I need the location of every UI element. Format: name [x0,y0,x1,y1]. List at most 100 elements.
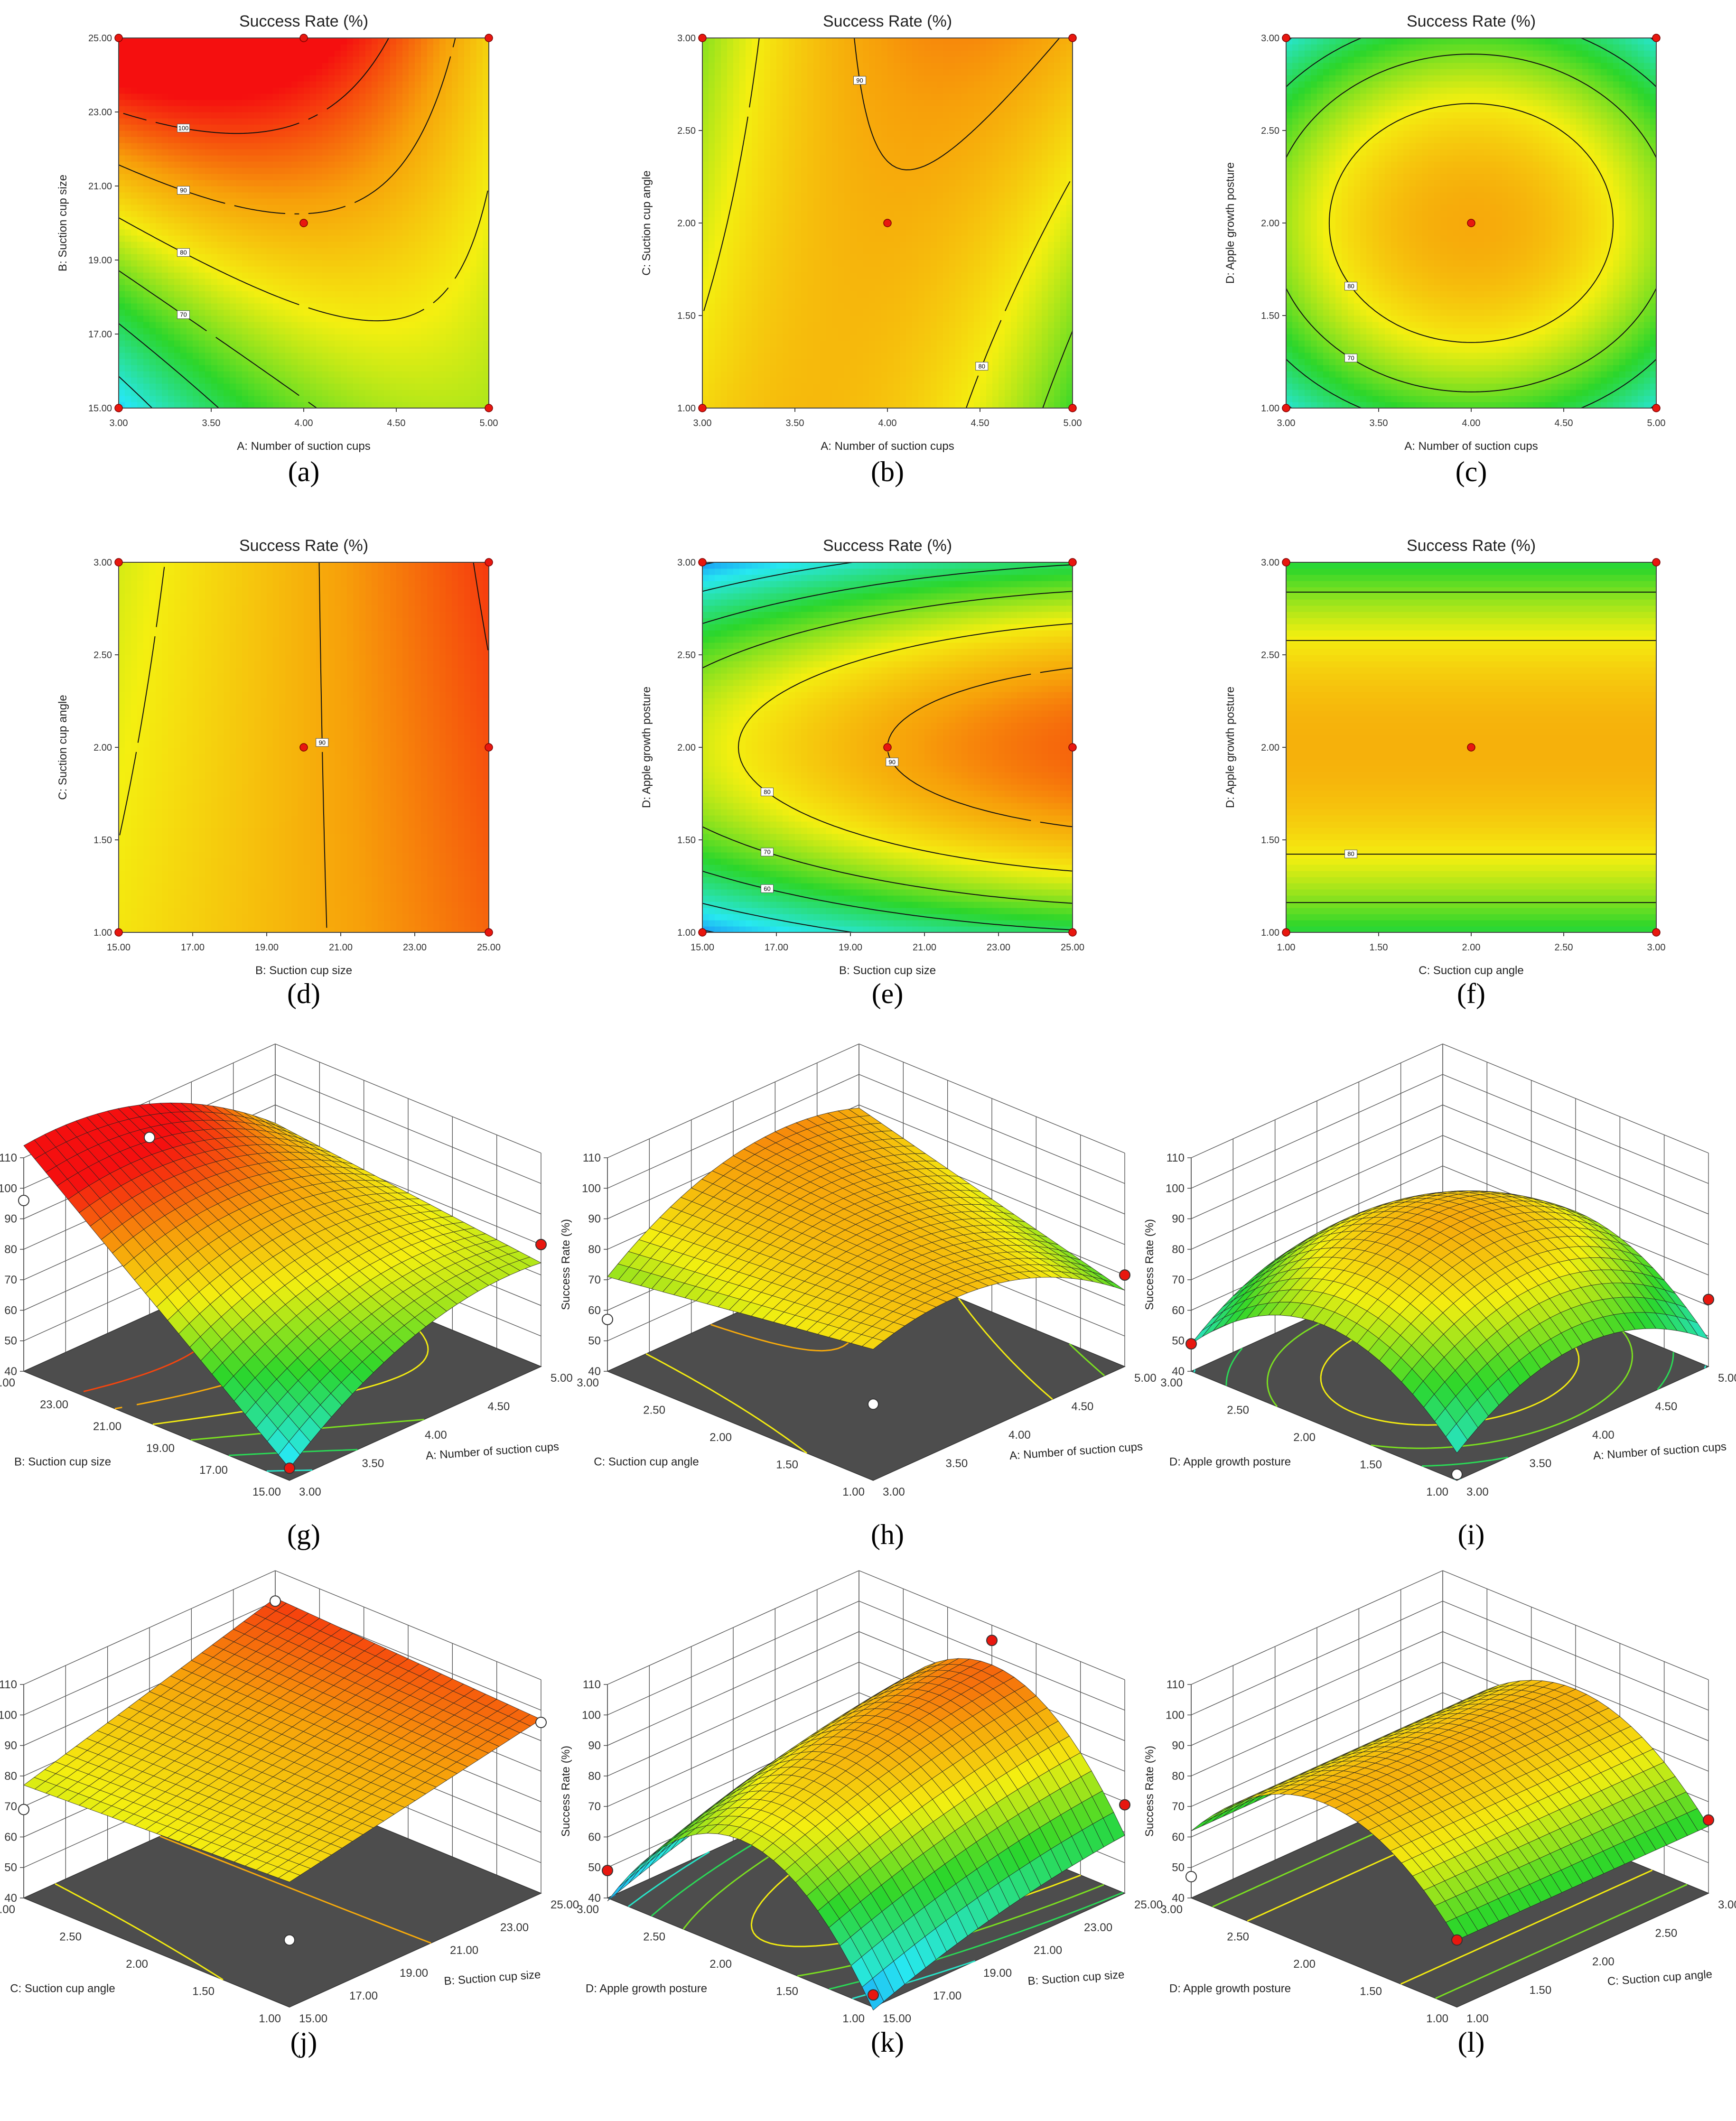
heatmap-cell [304,50,310,57]
heatmap-cell [322,383,329,390]
heatmap-cell [322,93,329,100]
heatmap-cell [390,309,397,316]
heatmap-cell [162,217,168,223]
heatmap-cell [396,198,403,205]
heatmap-cell [789,260,795,267]
heatmap-cell [316,93,323,100]
heatmap-cell [174,297,181,304]
heatmap-cell [813,130,820,137]
heatmap-cell [205,383,212,390]
heatmap-cell [439,44,446,51]
heatmap-cell [328,390,335,396]
heatmap-cell [721,279,728,285]
heatmap-cell [402,211,409,217]
heatmap-cell [446,371,452,378]
heatmap-cell [174,81,181,88]
heatmap-cell [746,383,752,390]
heatmap-cell [409,285,415,291]
heatmap-cell [715,309,721,316]
heatmap-cell [409,303,415,310]
heatmap-cell [310,137,317,143]
heatmap-cell [267,285,273,291]
heatmap-cell [439,248,446,254]
heatmap-cell [770,254,777,260]
heatmap-cell [483,359,489,365]
heatmap-cell [739,346,746,353]
heatmap-cell [131,371,138,378]
heatmap-cell [739,248,746,254]
heatmap-cell [758,81,765,88]
heatmap-cell [149,279,156,285]
heatmap-cell [727,87,734,94]
heatmap-cell [242,242,249,248]
heatmap-cell [193,285,199,291]
heatmap-cell [359,50,366,57]
heatmap-cell [168,353,175,359]
heatmap-cell [168,402,175,409]
heatmap-cell [180,359,187,365]
heatmap-cell [715,100,721,106]
heatmap-cell [384,118,391,125]
heatmap-cell [384,124,391,131]
heatmap-cell [168,100,175,106]
heatmap-cell [378,303,384,310]
heatmap-cell [365,44,372,51]
heatmap-cell [801,106,808,112]
heatmap-cell [832,279,839,285]
heatmap-cell [137,161,144,168]
heatmap-cell [421,396,428,402]
heatmap-cell [162,112,168,119]
heatmap-cell [390,81,397,88]
heatmap-cell [384,69,391,75]
heatmap-cell [384,353,391,359]
heatmap-cell [807,63,814,69]
heatmap-cell [470,44,477,51]
heatmap-cell [832,137,839,143]
heatmap-cell [365,143,372,149]
heatmap-cell [353,174,360,180]
heatmap-cell [211,272,218,279]
heatmap-cell [770,248,777,254]
heatmap-cell [807,81,814,88]
heatmap-cell [119,100,125,106]
heatmap-cell [739,44,746,51]
heatmap-cell [739,174,746,180]
heatmap-cell [439,149,446,156]
heatmap-cell [119,69,125,75]
heatmap-cell [427,396,434,402]
heatmap-cell [421,390,428,396]
heatmap-cell [254,371,261,378]
heatmap-cell [813,396,820,402]
heatmap-cell [261,303,267,310]
heatmap-cell [764,174,771,180]
heatmap-cell [298,106,304,112]
heatmap-cell [758,402,765,409]
heatmap-cell [372,192,378,199]
contour-label: 100 [177,124,190,132]
heatmap-cell [439,229,446,236]
heatmap-cell [390,254,397,260]
heatmap-cell [217,383,224,390]
heatmap-cell [335,143,341,149]
heatmap-cell [739,229,746,236]
heatmap-cell [168,272,175,279]
heatmap-cell [119,87,125,94]
heatmap-cell [156,260,162,267]
heatmap-cell [353,130,360,137]
heatmap-cell [739,100,746,106]
heatmap-cell [715,223,721,230]
heatmap-cell [826,402,832,409]
heatmap-cell [279,137,286,143]
heatmap-cell [335,81,341,88]
heatmap-cell [261,340,267,347]
heatmap-cell [415,272,421,279]
heatmap-cell [199,340,205,347]
heatmap-cell [335,402,341,409]
heatmap-cell [335,365,341,372]
heatmap-cell [709,100,715,106]
heatmap-cell [764,248,771,254]
heatmap-cell [820,285,826,291]
heatmap-cell [365,254,372,260]
heatmap-cell [316,303,323,310]
heatmap-cell [316,192,323,199]
